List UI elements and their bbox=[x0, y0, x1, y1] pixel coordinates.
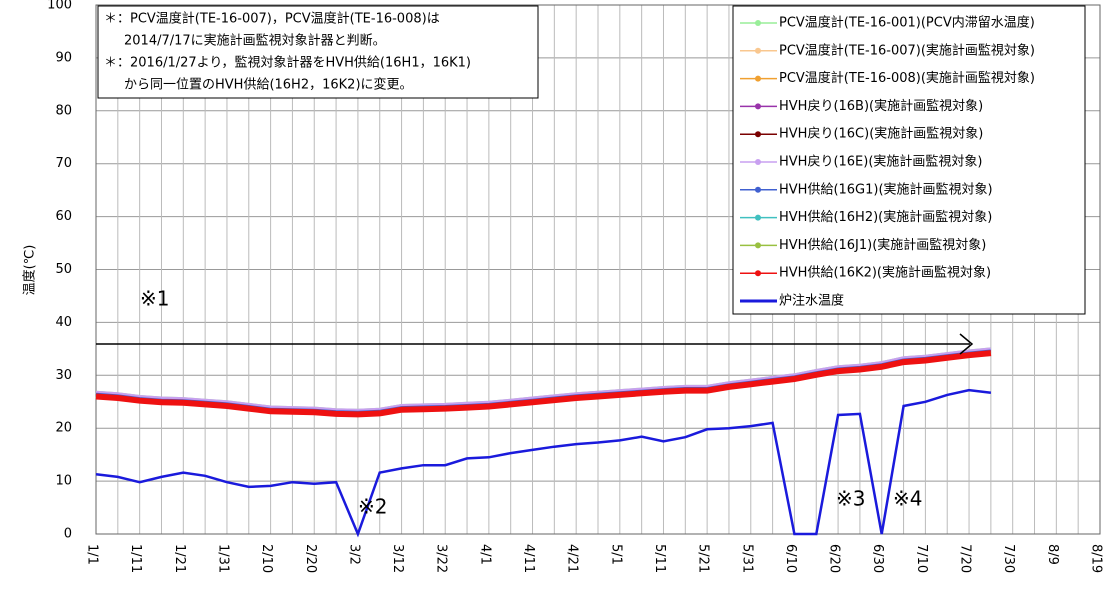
x-tick-label: 7/20 bbox=[958, 544, 973, 573]
legend-marker bbox=[755, 186, 761, 193]
note-box bbox=[97, 5, 539, 99]
annotation: ※1 bbox=[140, 287, 169, 311]
y-tick-label: 60 bbox=[55, 209, 72, 224]
y-tick-label: 30 bbox=[55, 368, 72, 383]
annotation: ※2 bbox=[358, 495, 387, 519]
x-tick-label: 4/1 bbox=[477, 544, 492, 565]
annotation: ※4 bbox=[893, 487, 922, 511]
legend-marker bbox=[755, 75, 761, 82]
x-tick-label: 5/31 bbox=[739, 544, 754, 573]
legend-label: HVH戻り(16E)(実施計画監視対象) bbox=[779, 154, 983, 170]
y-tick-label: 20 bbox=[55, 421, 72, 436]
lines bbox=[95, 347, 992, 538]
y-tick-label: 80 bbox=[55, 103, 72, 118]
legend-label: HVH供給(16K2)(実施計画監視対象) bbox=[779, 265, 991, 281]
x-tick-label: 6/10 bbox=[783, 544, 798, 573]
x-tick-label: 7/10 bbox=[914, 544, 929, 573]
legend-label: PCV温度計(TE-16-001)(PCV内滞留水温度) bbox=[779, 15, 1035, 31]
x-tick-label: 7/30 bbox=[1001, 544, 1016, 573]
grid bbox=[95, 4, 1101, 535]
y-tick-label: 90 bbox=[55, 50, 72, 65]
legend-marker bbox=[755, 20, 761, 26]
note-line: ＊：2016/1/27より，監視対象計器をHVH供給(16H1，16K1) bbox=[104, 55, 471, 71]
note-line: から同一位置のHVH供給(16H2，16K2)に変更。 bbox=[124, 77, 413, 93]
y-tick-label: 50 bbox=[55, 262, 72, 277]
x-tick-label: 4/11 bbox=[521, 544, 536, 573]
y-tick-label: 100 bbox=[47, 0, 72, 13]
legend-marker bbox=[755, 131, 761, 138]
legend: PCV温度計(TE-16-001)(PCV内滞留水温度) PCV温度計(TE-16… bbox=[740, 15, 1035, 309]
y-axis-label: 温度(℃) bbox=[22, 245, 38, 296]
x-tick-label: 8/19 bbox=[1089, 544, 1104, 573]
y-tick-label: 70 bbox=[55, 156, 72, 171]
y-tick-label: 10 bbox=[55, 474, 72, 489]
y-tick-label: 40 bbox=[55, 315, 72, 330]
note-line: 2014/7/17に実施計画監視対象計器と判断。 bbox=[124, 33, 386, 49]
x-tick-label: 6/20 bbox=[827, 544, 842, 573]
annotation: ※3 bbox=[836, 487, 865, 511]
arrow-head bbox=[959, 333, 974, 355]
legend-label: 炉注水温度 bbox=[779, 293, 844, 309]
legend-label: PCV温度計(TE-16-007)(実施計画監視対象) bbox=[779, 42, 1035, 58]
x-tick-label: 5/11 bbox=[652, 544, 667, 573]
legend-marker bbox=[755, 159, 761, 165]
x-tick-label: 1/21 bbox=[172, 544, 187, 573]
plot-frame bbox=[95, 4, 1101, 535]
x-tick-label: 8/9 bbox=[1045, 544, 1060, 565]
x-tick-label: 3/22 bbox=[434, 544, 449, 573]
y-tick-label: 0 bbox=[64, 527, 72, 542]
legend-marker bbox=[755, 214, 761, 221]
x-tick-label: 1/31 bbox=[215, 544, 230, 573]
legend-label: HVH戻り(16C)(実施計画監視対象) bbox=[779, 126, 983, 142]
x-tick-label: 3/12 bbox=[390, 544, 405, 573]
x-tick-label: 5/1 bbox=[608, 544, 623, 565]
legend-marker bbox=[755, 103, 761, 110]
legend-label: HVH供給(16J1)(実施計画監視対象) bbox=[779, 237, 986, 253]
legend-label: HVH供給(16G1)(実施計画監視対象) bbox=[779, 181, 993, 197]
x-tick-label: 4/21 bbox=[565, 544, 580, 573]
x-tick-label: 6/30 bbox=[870, 544, 885, 573]
legend-marker bbox=[755, 47, 761, 54]
x-tick-label: 1/1 bbox=[85, 544, 100, 565]
x-tick-label: 3/2 bbox=[346, 544, 361, 565]
legend-label: PCV温度計(TE-16-008)(実施計画監視対象) bbox=[779, 70, 1035, 86]
x-tick-label: 2/20 bbox=[303, 544, 318, 573]
legend-marker bbox=[755, 270, 761, 277]
x-tick-label: 2/10 bbox=[259, 544, 274, 573]
legend-label: HVH戻り(16B)(実施計画監視対象) bbox=[779, 98, 983, 114]
series-line bbox=[95, 347, 992, 412]
legend-marker bbox=[755, 242, 761, 249]
note-line: ＊：PCV温度計(TE-16-007)，PCV温度計(TE-16-008)は bbox=[104, 11, 440, 27]
legend-box bbox=[732, 5, 1086, 315]
x-tick-label: 5/21 bbox=[696, 544, 711, 573]
series-line bbox=[95, 388, 992, 538]
series-line bbox=[95, 350, 992, 418]
legend-label: HVH供給(16H2)(実施計画監視対象) bbox=[779, 209, 992, 225]
x-tick-label: 1/11 bbox=[128, 544, 143, 573]
